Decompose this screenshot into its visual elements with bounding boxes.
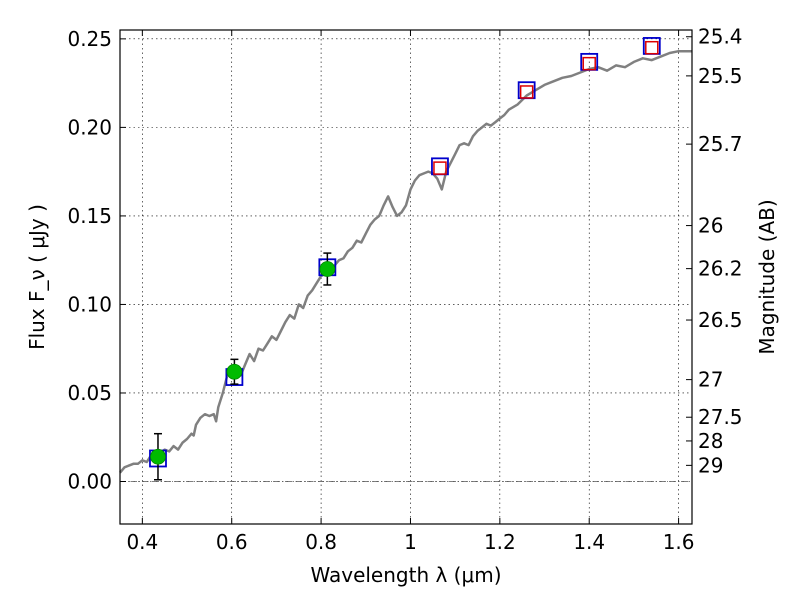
observed-flux-point — [226, 363, 243, 380]
grid-layer — [120, 30, 692, 524]
observed-flux-point — [150, 448, 166, 465]
right-tick-label: 28 — [698, 429, 723, 453]
right-tick-label: 27.5 — [698, 405, 743, 429]
predicted-flux-square — [433, 161, 447, 175]
right-tick-label: 27 — [698, 368, 723, 392]
predicted-flux-square — [582, 56, 596, 71]
y-axis-label: Flux F_ν ( μJy ) — [25, 204, 49, 350]
right-tick-label: 25.5 — [698, 64, 743, 88]
y-tick-label: 0.05 — [67, 381, 112, 405]
right-axis-label: Magnitude (AB) — [755, 199, 779, 354]
right-tick-label: 26 — [698, 214, 723, 238]
sed-line-layer — [119, 49, 692, 474]
y-tick-label: 0.25 — [67, 27, 112, 51]
right-tick-label: 29 — [698, 453, 723, 477]
y-tick-label: 0.00 — [67, 470, 112, 494]
x-tick-label: 1.6 — [663, 530, 695, 554]
x-tick-label: 1.4 — [573, 530, 605, 554]
x-axis-label: Wavelength λ (μm) — [310, 563, 501, 587]
axis-layer: 0.4 0.6 0.8 1 1.2 1.4 1.6 0.00 0.05 0.10 0.15 0.20 0… — [67, 25, 742, 554]
y-tick-label: 0.10 — [67, 292, 112, 316]
x-tick-label: 0.4 — [126, 530, 158, 554]
right-tick-label: 25.4 — [698, 25, 743, 49]
plot-frame — [119, 29, 693, 525]
observed-flux-point — [319, 261, 336, 277]
marker-layer — [149, 37, 661, 481]
predicted-flux-square — [519, 85, 534, 99]
right-tick-label: 26.5 — [698, 308, 743, 332]
y-tick-label: 0.20 — [67, 115, 112, 139]
x-tick-label: 0.6 — [216, 530, 248, 554]
y-tick-label: 0.15 — [67, 204, 112, 228]
x-tick-label: 0.8 — [305, 530, 337, 554]
x-tick-label: 1.2 — [484, 530, 516, 554]
predicted-flux-square — [645, 40, 659, 55]
right-tick-label: 25.7 — [698, 132, 743, 156]
x-tick-label: 1 — [404, 530, 417, 554]
right-tick-label: 26.2 — [698, 257, 743, 281]
sed-curve — [119, 49, 692, 474]
